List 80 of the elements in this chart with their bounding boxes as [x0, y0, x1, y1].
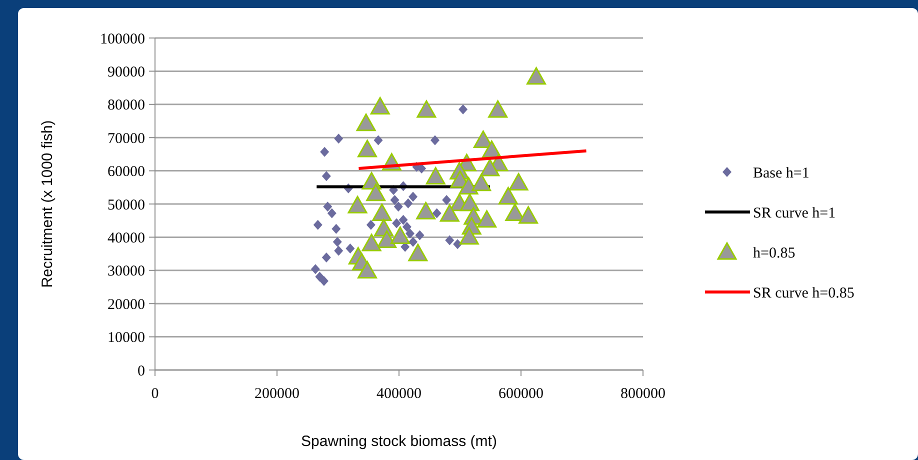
- point: [458, 176, 478, 194]
- point: [358, 260, 378, 278]
- y-tick-label: 90000: [108, 64, 145, 80]
- point: [426, 167, 446, 185]
- y-axis-title: Recruitment (x 1000 fish): [39, 120, 56, 288]
- point: [518, 206, 538, 224]
- point: [398, 214, 408, 225]
- point: [374, 135, 383, 146]
- legend-label: SR curve h=1: [753, 205, 836, 222]
- point: [432, 208, 442, 218]
- point: [346, 243, 355, 254]
- point: [334, 246, 344, 256]
- point: [488, 100, 508, 118]
- y-tick-label: 50000: [108, 197, 145, 214]
- point: [415, 230, 424, 240]
- point: [430, 135, 440, 146]
- y-tick-label: 10000: [108, 330, 145, 346]
- point: [392, 218, 402, 228]
- point: [327, 208, 336, 218]
- y-tick-label: 100000: [100, 31, 145, 48]
- y-tick-label: 60000: [108, 164, 145, 180]
- point: [508, 173, 528, 190]
- point: [332, 236, 342, 247]
- point: [477, 210, 497, 228]
- point: [319, 276, 328, 286]
- x-tick-label: 400000: [376, 386, 422, 402]
- point: [366, 220, 376, 230]
- point: [472, 174, 492, 192]
- x-axis-title: Spawning stock biomass (mt): [301, 433, 497, 450]
- point: [459, 227, 479, 245]
- point: [408, 244, 428, 262]
- point: [453, 239, 462, 250]
- point: [416, 100, 436, 118]
- point: [348, 196, 368, 214]
- point: [390, 226, 410, 244]
- point: [445, 235, 454, 246]
- point: [402, 222, 412, 232]
- x-tick-label: 600000: [498, 386, 544, 402]
- point: [408, 192, 418, 202]
- point: [310, 264, 320, 274]
- point: [356, 114, 376, 132]
- point: [440, 204, 460, 222]
- point: [370, 96, 390, 114]
- point: [480, 158, 500, 176]
- point: [498, 186, 518, 204]
- y-tick-label: 30000: [108, 264, 145, 280]
- point: [458, 104, 468, 114]
- x-tick-label: 800000: [620, 386, 666, 402]
- point: [408, 236, 418, 247]
- point: [416, 202, 436, 220]
- point: [334, 134, 344, 144]
- x-tick-label: 200000: [254, 386, 300, 402]
- point: [322, 252, 331, 262]
- point: [320, 146, 330, 157]
- point: [460, 194, 480, 212]
- point: [390, 195, 400, 206]
- y-tick-label: 40000: [108, 230, 145, 246]
- point: [362, 234, 382, 252]
- point: [394, 202, 403, 212]
- x-tick-label: 0: [151, 386, 159, 402]
- point: [372, 204, 392, 222]
- point: [404, 198, 413, 208]
- point: [405, 228, 414, 239]
- point: [358, 140, 378, 158]
- y-tick-label: 70000: [108, 130, 145, 147]
- point: [315, 272, 324, 282]
- legend-label: SR curve h=0.85: [753, 285, 854, 302]
- y-tick-label: 20000: [108, 296, 145, 313]
- point: [313, 220, 322, 230]
- point: [323, 202, 332, 212]
- legend-label: h=0.85: [753, 245, 796, 262]
- legend-label: Base h=1: [753, 165, 810, 182]
- point: [332, 224, 341, 234]
- y-tick-label: 80000: [108, 98, 145, 114]
- point: [377, 230, 397, 248]
- y-tick-label: 0: [138, 363, 145, 380]
- point: [526, 67, 546, 85]
- point: [442, 195, 452, 206]
- point: [366, 184, 386, 202]
- point: [322, 171, 331, 182]
